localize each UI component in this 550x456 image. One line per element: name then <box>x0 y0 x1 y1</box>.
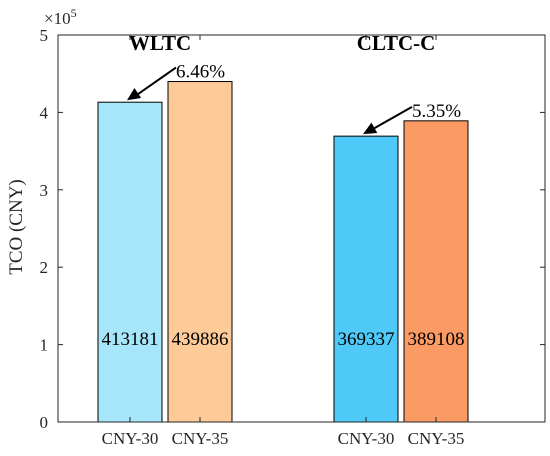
category-label: CNY-35 <box>408 429 465 448</box>
bar-value-label: 439886 <box>172 329 229 350</box>
arrow-head <box>127 87 142 101</box>
category-label: CNY-30 <box>102 429 159 448</box>
y-axis-multiplier: ×105 <box>44 6 77 28</box>
category-label: CNY-30 <box>338 429 395 448</box>
y-tick-label: 0 <box>40 413 49 432</box>
y-axis-label: TCO (CNY) <box>6 179 27 275</box>
bar-1-1 <box>403 120 469 423</box>
bar-value-label: 369337 <box>338 329 395 350</box>
arrow-line <box>134 66 177 98</box>
y-tick-label: 4 <box>40 103 49 122</box>
y-tick-label: 2 <box>40 258 49 277</box>
y-tick-label: 1 <box>40 336 49 355</box>
y-tick-label: 5 <box>40 26 49 45</box>
arrow-line <box>370 105 413 132</box>
arrow-head <box>363 122 378 135</box>
percent-increase-label: 6.46% <box>176 62 225 83</box>
bar-value-label: 389108 <box>408 329 465 350</box>
bar-1-0 <box>333 135 399 423</box>
y-axis-multiplier-base: ×10 <box>44 9 71 28</box>
y-axis-multiplier-exponent: 5 <box>71 6 77 20</box>
plot-area: 413181CNY-30439886CNY-35WLTC6.46%369337C… <box>40 26 546 448</box>
bar-0-0 <box>97 101 163 423</box>
bar-value-label: 413181 <box>102 329 159 350</box>
y-tick-label: 3 <box>40 181 49 200</box>
category-label: CNY-35 <box>172 429 229 448</box>
axes-box <box>57 34 546 423</box>
percent-increase-label: 5.35% <box>412 101 461 122</box>
bar-0-1 <box>167 81 233 423</box>
